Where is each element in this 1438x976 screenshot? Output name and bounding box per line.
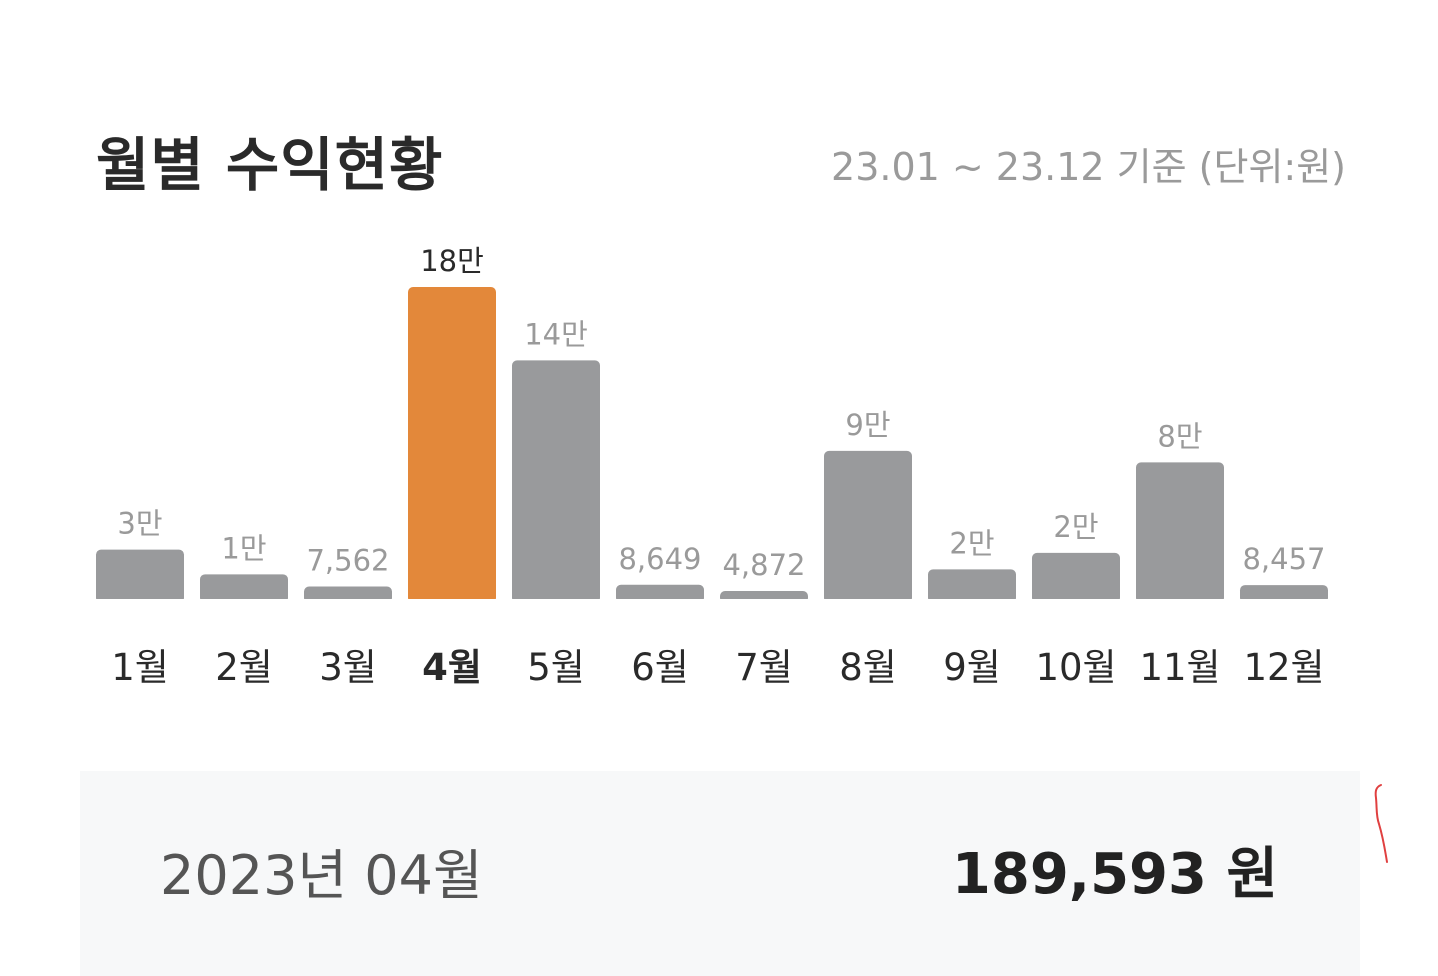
red-pen-mark [1374, 784, 1388, 863]
month-label-12월[interactable]: 12월 [1243, 646, 1324, 689]
baseline-mask [0, 599, 1438, 611]
period-label: 23.01 ~ 23.12 기준 (단위:원) [831, 145, 1346, 189]
data-label-4월: 18만 [420, 244, 484, 278]
bar-10월[interactable] [1032, 552, 1120, 603]
month-label-7월[interactable]: 7월 [735, 646, 793, 689]
month-label-3월[interactable]: 3월 [319, 646, 377, 689]
bar-9월[interactable] [928, 569, 1016, 603]
bar-1월[interactable] [96, 549, 184, 603]
data-label-8월: 9만 [845, 408, 890, 442]
bar-12월[interactable] [1240, 585, 1328, 603]
month-label-8월[interactable]: 8월 [839, 646, 897, 689]
month-label-6월[interactable]: 6월 [631, 646, 689, 689]
data-label-9월: 2만 [949, 526, 994, 560]
data-label-5월: 14만 [524, 317, 588, 351]
selected-month-summary: 2023년 04월 189,593 원 [80, 771, 1360, 976]
data-label-11월: 8만 [1157, 419, 1202, 453]
data-label-12월: 8,457 [1242, 542, 1325, 576]
month-label-9월[interactable]: 9월 [943, 646, 1001, 689]
summary-date: 2023년 04월 [160, 844, 483, 907]
data-label-7월: 4,872 [722, 548, 805, 582]
bar-5월[interactable] [512, 360, 600, 603]
data-label-2월: 1만 [221, 531, 266, 565]
data-label-10월: 2만 [1053, 510, 1098, 544]
bar-4월[interactable] [408, 287, 496, 603]
summary-amount: 189,593 원 [951, 842, 1278, 907]
monthly-revenue-chart: 3만 1월 1만 2월 7,562 3월 18만 4월 14만 5월 8,649 6월 4,872 7월 9… [0, 244, 1438, 689]
month-label-2월[interactable]: 2월 [215, 646, 273, 689]
month-label-5월[interactable]: 5월 [527, 646, 585, 689]
month-label-1월[interactable]: 1월 [111, 646, 169, 689]
month-label-11월[interactable]: 11월 [1139, 646, 1220, 689]
data-label-6월: 8,649 [618, 542, 701, 576]
bar-2월[interactable] [200, 574, 288, 603]
bar-6월[interactable] [616, 584, 704, 603]
data-label-1월: 3만 [117, 507, 162, 541]
bar-8월[interactable] [824, 450, 912, 603]
bar-3월[interactable] [304, 586, 392, 603]
month-label-10월[interactable]: 10월 [1035, 646, 1116, 689]
data-label-3월: 7,562 [306, 544, 389, 578]
month-label-4월[interactable]: 4월 [422, 646, 482, 689]
page-title: 월별 수익현황 [96, 131, 444, 199]
bar-11월[interactable] [1136, 462, 1224, 603]
